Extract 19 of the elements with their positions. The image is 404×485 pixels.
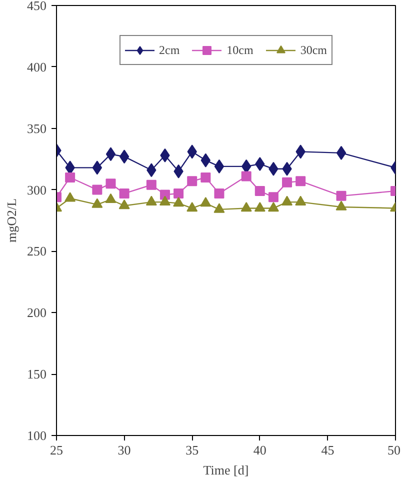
x-tick-label: 30 [118,442,131,458]
y-tick-label: 350 [27,120,46,136]
y-tick-label: 250 [27,244,46,259]
x-tick-label: 25 [50,442,63,458]
x-tick-label: 50 [388,442,400,458]
y-tick-label: 200 [27,305,46,320]
y-tick-label: 100 [27,428,46,443]
y-tick-label: 150 [27,366,46,382]
x-tick-label: 45 [321,442,334,458]
legend-label: 10cm [226,42,254,58]
x-tick-label: 35 [186,442,199,458]
legend-label: 2cm [158,42,180,58]
y-tick-label: 300 [27,182,46,198]
x-axis-title: Time [d] [203,462,249,478]
x-tick-label: 40 [253,442,266,458]
y-axis-title: mgO2/L [4,198,19,243]
y-tick-label: 450 [27,0,46,13]
y-tick-label: 400 [27,59,46,74]
legend-label: 30cm [300,42,328,58]
